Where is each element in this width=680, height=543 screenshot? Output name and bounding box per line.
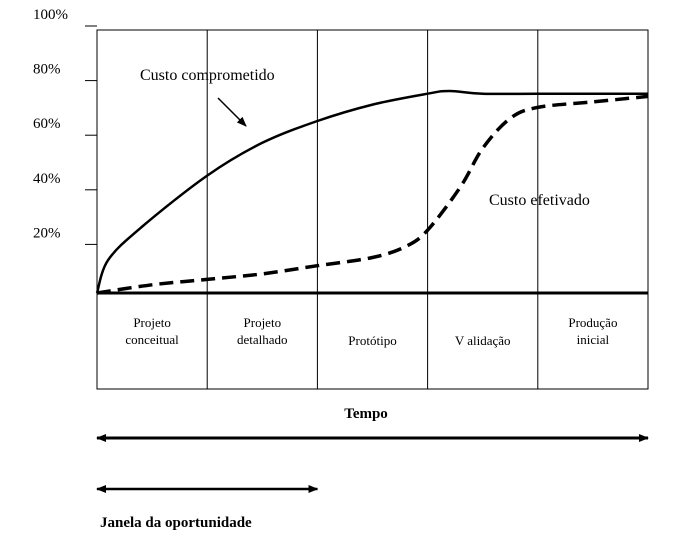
y-tick-label: 60% <box>33 116 61 132</box>
y-axis-ticks: 100% 80% 60% 40% 20% <box>33 7 97 245</box>
committed-cost-pointer <box>217 97 247 127</box>
committed-cost-line <box>95 89 648 294</box>
series-group <box>95 89 649 295</box>
y-tick-label: 40% <box>33 171 61 187</box>
phase-label: V alidação <box>455 333 511 348</box>
incurred-cost-line <box>96 94 649 295</box>
plot-frame <box>96 29 649 390</box>
phase-label: Projeto conceitual <box>125 315 179 347</box>
phase-label: Produção inicial <box>568 315 617 347</box>
y-tick-label: 80% <box>33 62 61 78</box>
phase-label: Protótipo <box>348 333 396 348</box>
opportunity-window-label: Janela da oportunidade <box>100 515 252 531</box>
committed-cost-label: Custo comprometido <box>140 67 275 84</box>
phase-label: Projeto detalhado <box>237 315 288 347</box>
y-tick-label: 100% <box>33 7 68 23</box>
incurred-cost-label: Custo efetivado <box>489 192 590 209</box>
phase-columns: Projeto conceitual Projeto detalhado Protóti… <box>125 30 617 389</box>
y-tick-label: 20% <box>33 225 61 241</box>
x-axis-label: Tempo <box>344 406 388 422</box>
